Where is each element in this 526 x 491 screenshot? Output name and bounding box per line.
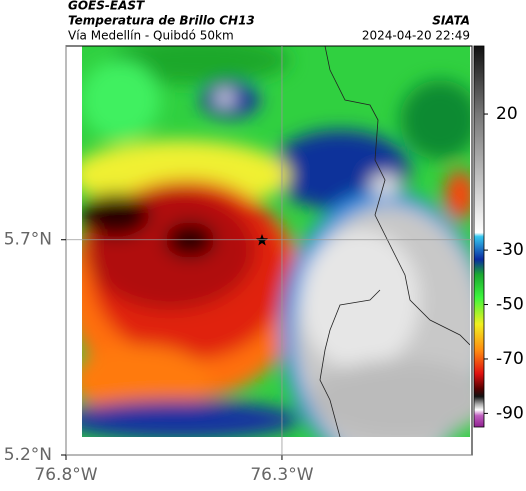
- colorbar: [473, 45, 485, 428]
- x-tick-label: 76.3°W: [250, 465, 313, 485]
- satellite-image: [82, 46, 470, 437]
- colorbar-tick-label: -70: [496, 349, 524, 369]
- source: SIATA: [432, 14, 470, 28]
- colorbar-tick-label: -50: [496, 295, 524, 315]
- route: Vía Medellín - Quibdó 50km: [68, 29, 234, 43]
- x-tick-label: 76.8°W: [34, 465, 97, 485]
- timestamp: 2024-04-20 22:49: [362, 29, 470, 43]
- colorbar-tick-label: -30: [496, 240, 524, 260]
- subtitle: Temperatura de Brillo CH13: [68, 14, 255, 28]
- y-tick-label: 5.2°N: [4, 445, 52, 465]
- colorbar-tick-label: -90: [496, 403, 524, 423]
- y-tick-label: 5.7°N: [4, 230, 52, 250]
- colorbar-tick-label: 20: [496, 104, 518, 124]
- title: GOES-EAST: [68, 0, 145, 13]
